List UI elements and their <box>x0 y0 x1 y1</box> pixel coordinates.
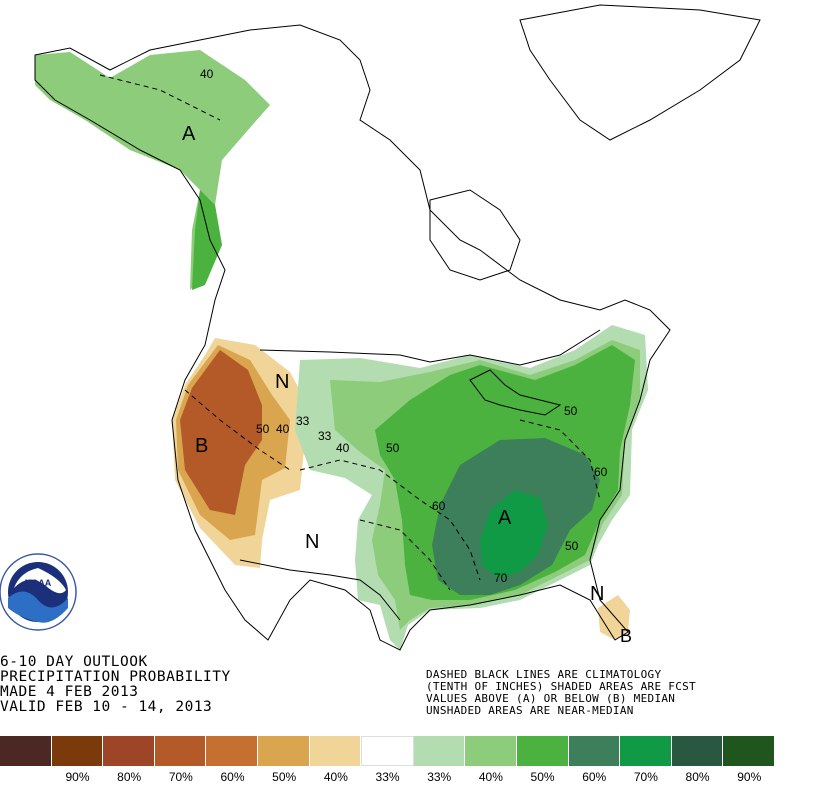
legend-swatch <box>0 736 52 766</box>
nw-near-median-label: N <box>275 371 289 393</box>
map-outlines <box>34 4 761 651</box>
west-50-label: 50 <box>256 422 270 436</box>
legend-label: 90% <box>737 770 762 784</box>
border-us-canada <box>259 329 601 366</box>
legend-swatch <box>568 736 621 766</box>
note-line-1: DASHED BLACK LINES ARE CLIMATOLOGY <box>426 668 662 681</box>
legend-label: 70% <box>168 770 193 784</box>
legend-label: 60% <box>220 770 245 784</box>
note-line-2: (TENTH OF INCHES) SHADED AREAS ARE FCST <box>426 680 696 693</box>
legend-label: 33% <box>427 770 452 784</box>
climatology-contour-3 <box>519 419 601 501</box>
legend-label: 70% <box>633 770 658 784</box>
title-line-1: 6-10 DAY OUTLOOK <box>0 654 148 670</box>
legend-swatch <box>257 736 310 766</box>
legend-label: 60% <box>582 770 607 784</box>
alaska-category-label: A <box>182 123 196 145</box>
legend-labels: .90%80%70%60%50%40%33%33%40%50%60%70%80%… <box>0 770 775 784</box>
legend-swatch <box>465 736 517 766</box>
sw-near-median-label: N <box>305 531 319 553</box>
florida-near-median-label: N <box>590 583 604 605</box>
east-60-label: 60 <box>594 465 608 479</box>
legend-swatch <box>51 736 104 766</box>
alaska-contour-label: 40 <box>200 67 214 81</box>
north-america-coastline <box>34 24 671 651</box>
svg-text:NOAA: NOAA <box>25 578 52 588</box>
legend-label: 50% <box>272 770 297 784</box>
west-category-label: B <box>195 435 208 457</box>
legend-color-bar <box>0 736 775 766</box>
legend-swatch <box>103 736 155 766</box>
se-50-label: 50 <box>565 539 579 553</box>
legend-swatch <box>671 736 724 766</box>
legend-swatch <box>206 736 258 766</box>
legend-swatch <box>413 736 466 766</box>
legend-label: 80% <box>685 770 710 784</box>
notes-block: DASHED BLACK LINES ARE CLIMATOLOGY (TENT… <box>426 669 696 717</box>
florida-category-label: B <box>620 626 632 646</box>
legend-label: 40% <box>478 770 503 784</box>
legend-label: 33% <box>375 770 400 784</box>
climatology-contour-4 <box>99 74 221 121</box>
plains-50-label: 50 <box>386 441 400 455</box>
legend-label: 80% <box>117 770 142 784</box>
climatology-contour-2 <box>359 519 451 591</box>
se-category-label: A <box>498 507 512 529</box>
east-above-70 <box>480 490 548 578</box>
legend-swatch <box>516 736 569 766</box>
west-33b-label: 33 <box>318 429 332 443</box>
great-lakes-outline <box>469 369 562 416</box>
legend-swatch <box>620 736 672 766</box>
legend-label: 40% <box>323 770 348 784</box>
border-us-mexico <box>239 559 401 621</box>
title-block: 6-10 DAY OUTLOOK PRECIPITATION PROBABILI… <box>0 655 231 715</box>
title-line-2: PRECIPITATION PROBABILITY <box>0 669 231 685</box>
hudson-bay-outline <box>429 189 521 281</box>
west-40-label: 40 <box>276 422 290 436</box>
gulf-70-label: 70 <box>494 571 508 585</box>
legend-swatch <box>309 736 362 766</box>
note-line-4: UNSHADED AREAS ARE NEAR-MEDIAN <box>426 704 634 717</box>
alaska-above-region <box>35 50 270 290</box>
noaa-logo: NOAA <box>0 553 77 631</box>
greenland-outline <box>519 4 761 141</box>
title-line-3: MADE 4 FEB 2013 <box>0 684 139 700</box>
east-50-label: 50 <box>564 404 578 418</box>
title-line-4: VALID FEB 10 - 14, 2013 <box>0 699 213 715</box>
west-below-60 <box>180 350 262 515</box>
legend-swatch <box>154 736 207 766</box>
plains-40-label: 40 <box>336 441 350 455</box>
note-line-3: VALUES ABOVE (A) OR BELOW (B) MEDIAN <box>426 692 676 705</box>
west-33a-label: 33 <box>296 414 310 428</box>
legend-swatch <box>361 736 414 766</box>
legend-label: 50% <box>530 770 555 784</box>
legend-label: 90% <box>65 770 90 784</box>
legend-swatch <box>723 736 775 766</box>
central-60-label: 60 <box>432 499 446 513</box>
alaska-coast-strip <box>192 190 222 290</box>
